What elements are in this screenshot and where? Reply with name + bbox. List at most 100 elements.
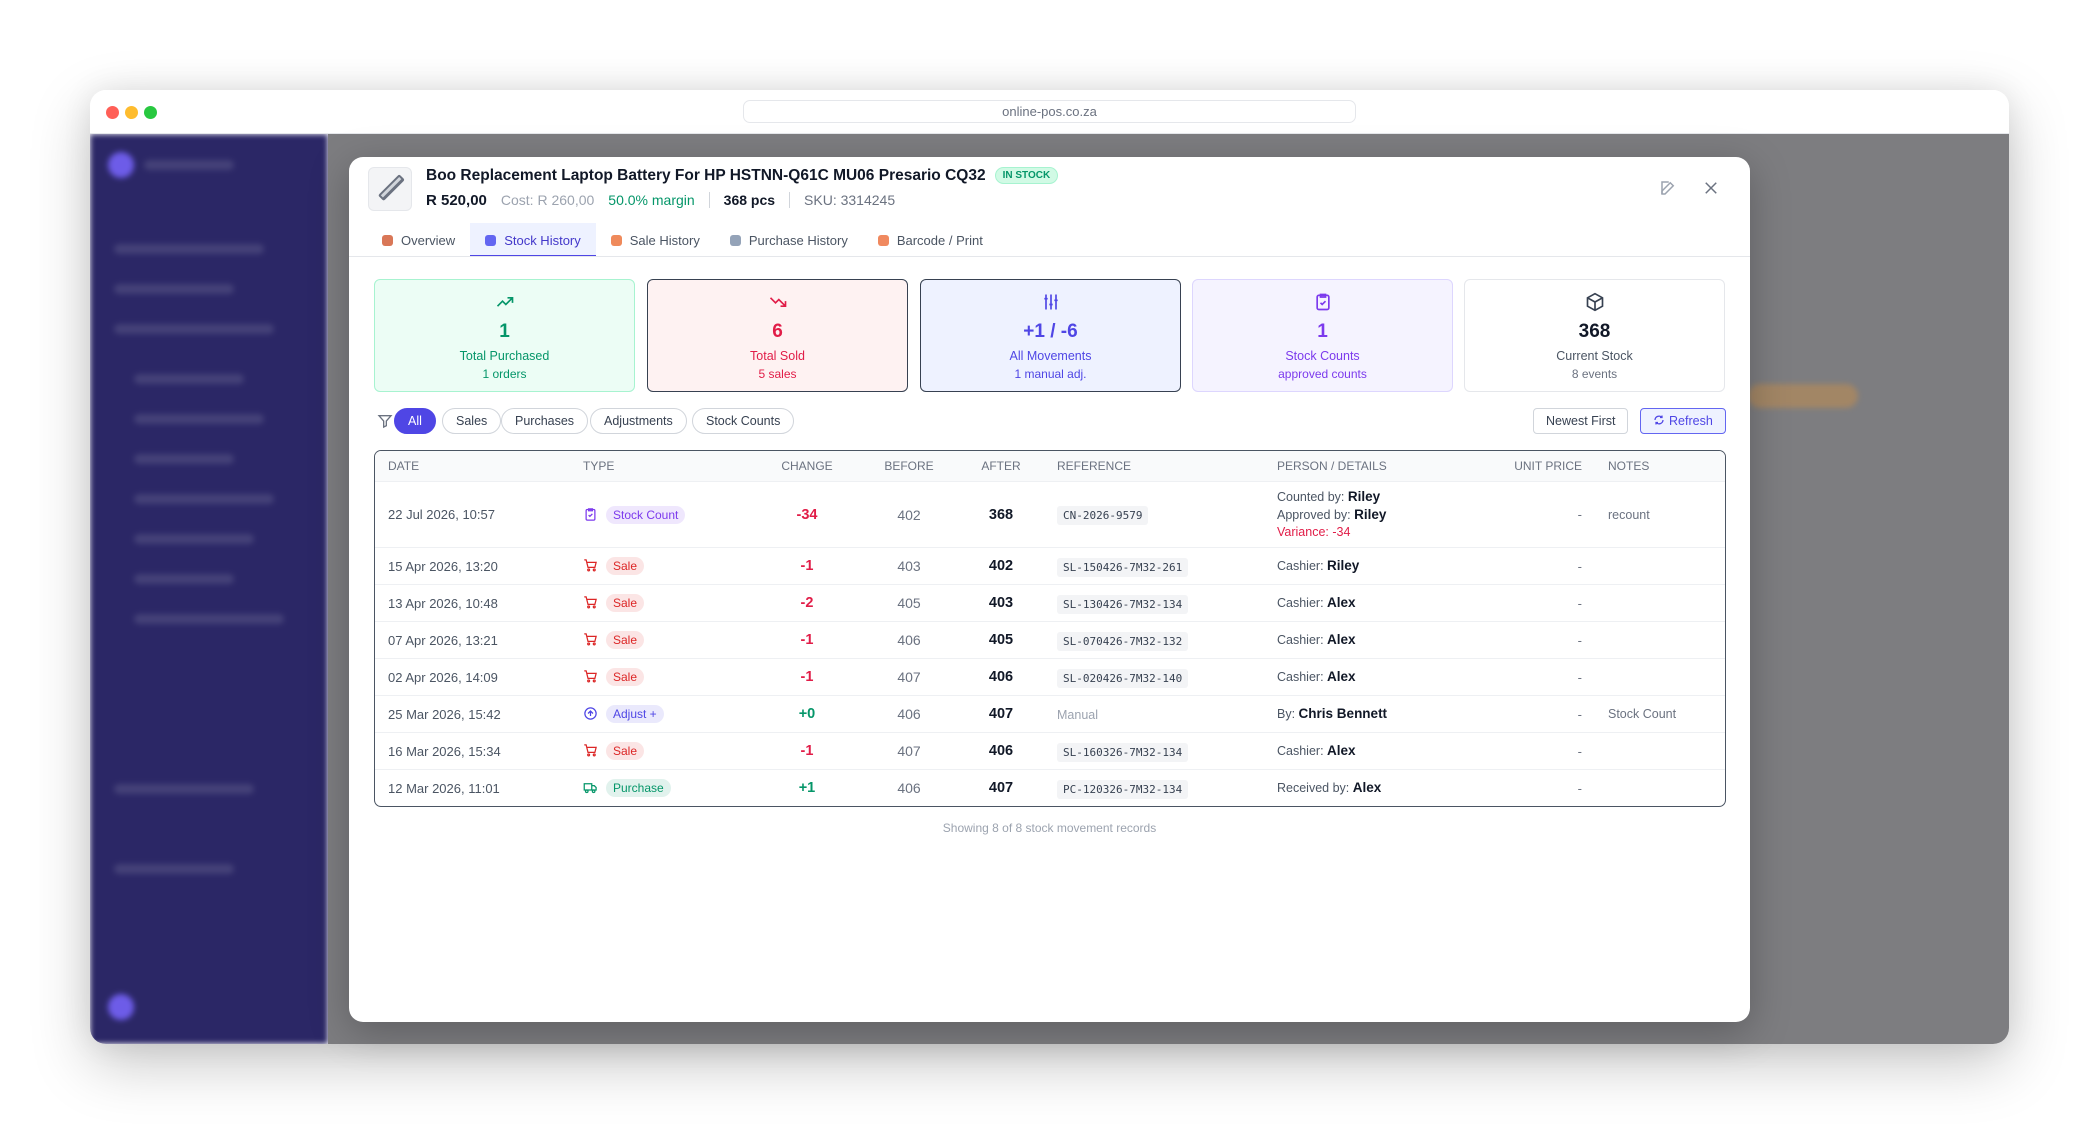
minimize-dot[interactable]	[125, 106, 138, 119]
reference: SL-160326-7M32-134	[1057, 742, 1189, 762]
card-value: 6	[772, 321, 783, 342]
notes-cell: Stock Count	[1582, 707, 1725, 721]
filter-pill[interactable]: Sales	[442, 408, 502, 434]
person-label: Cashier:	[1277, 633, 1324, 647]
person-name: Alex	[1352, 780, 1382, 795]
reference-cell: SL-160326-7M32-134	[1035, 742, 1277, 762]
reference: Manual	[1057, 707, 1098, 722]
card-detail: 8 events	[1571, 367, 1618, 381]
tab[interactable]: Overview	[367, 223, 470, 257]
person-line: Received by: Alex	[1277, 779, 1491, 797]
date: 15 Apr 2026, 13:20	[388, 558, 498, 574]
after: 407	[988, 780, 1014, 796]
person-cell: Cashier: Alex	[1277, 594, 1491, 612]
before: 406	[897, 632, 921, 648]
card-label: Current Stock	[1556, 349, 1633, 363]
reference-cell: SL-020426-7M32-140	[1035, 668, 1277, 688]
person-line: By: Chris Bennett	[1277, 705, 1491, 723]
person-name: Alex	[1327, 743, 1356, 758]
after: 406	[988, 743, 1014, 759]
product-title: Boo Replacement Laptop Battery For HP HS…	[426, 167, 1059, 185]
date: 16 Mar 2026, 15:34	[388, 743, 501, 759]
table-row: 13 Apr 2026, 10:48 Sale -2 405 403 SL-130426-…	[375, 585, 1725, 622]
after: 406	[988, 669, 1014, 685]
change: -1	[800, 558, 814, 574]
after: 368	[988, 506, 1014, 523]
type-cell: Sale	[583, 631, 763, 649]
refresh-label: Refresh	[1669, 414, 1713, 428]
person-line: Cashier: Alex	[1277, 594, 1491, 612]
zoom-dot[interactable]	[144, 106, 157, 119]
type-icon	[584, 596, 597, 609]
tab[interactable]: Sale History	[596, 223, 715, 257]
edit-button[interactable]	[1659, 179, 1677, 197]
person-name: Riley	[1347, 489, 1381, 504]
type-cell: Adjust +	[583, 705, 763, 723]
notes: Stock Count	[1608, 707, 1677, 721]
reference: CN-2026-9579	[1057, 506, 1149, 525]
after: 402	[988, 558, 1014, 574]
column-header: TYPE	[583, 459, 615, 473]
type-icon	[584, 707, 597, 720]
type-icon	[585, 507, 596, 521]
sidebar	[90, 134, 328, 1044]
person-cell: By: Chris Bennett	[1277, 705, 1491, 723]
filter-pill[interactable]: Stock Counts	[692, 408, 795, 434]
person-label: Approved by:	[1277, 508, 1351, 522]
refresh-button[interactable]: Refresh	[1640, 408, 1726, 434]
tab[interactable]: Stock History	[470, 223, 596, 257]
tab[interactable]: Purchase History	[715, 223, 863, 257]
type-icon	[584, 633, 597, 646]
url-bar[interactable]: online-pos.co.za	[743, 100, 1356, 123]
person-cell: Cashier: Alex	[1277, 668, 1491, 686]
tab[interactable]: Barcode / Print	[863, 223, 998, 257]
type-badge: Adjust +	[606, 705, 664, 723]
date: 25 Mar 2026, 15:42	[388, 706, 501, 722]
change: -1	[800, 632, 814, 648]
cost: Cost: R 260,00	[500, 192, 595, 208]
close-button[interactable]	[1702, 179, 1720, 197]
column-header: PERSON / DETAILS	[1277, 459, 1387, 473]
reference-cell: CN-2026-9579	[1035, 506, 1277, 525]
product-summary: R 520,00 Cost: R 260,00 50.0% margin 368 pc…	[426, 192, 909, 209]
unit-price: -	[1577, 507, 1582, 522]
person-cell: Cashier: Alex	[1277, 631, 1491, 649]
card-value: +1 / -6	[1023, 321, 1078, 342]
column-header: AFTER	[981, 459, 1021, 473]
price: R 520,00	[426, 192, 487, 209]
movement-table: DATE TYPE CHANGE BEFORE AFTER REFERENCE PERSON…	[374, 450, 1726, 807]
person-cell: Received by: Alex	[1277, 779, 1491, 797]
divider	[349, 256, 1750, 257]
person-line: Cashier: Alex	[1277, 742, 1491, 760]
summary-card: 6 Total Sold 5 sales	[647, 279, 908, 392]
before: 407	[897, 743, 921, 759]
reference-cell: SL-130426-7M32-134	[1035, 594, 1277, 614]
reference-cell: Manual	[1035, 707, 1277, 722]
change: +1	[798, 780, 816, 796]
person-name: Alex	[1327, 632, 1356, 647]
before: 407	[897, 669, 921, 685]
close-dot[interactable]	[106, 106, 119, 119]
sku: SKU: 3314245	[804, 192, 896, 208]
filter-pill[interactable]: All	[394, 408, 436, 434]
filter-pill[interactable]: Adjustments	[590, 408, 687, 434]
card-label: Stock Counts	[1285, 349, 1360, 363]
card-detail: 1 manual adj.	[1014, 367, 1087, 381]
reference-cell: SL-150426-7M32-261	[1035, 557, 1277, 577]
type-cell: Sale	[583, 668, 763, 686]
summary-card: 368 Current Stock 8 events	[1464, 279, 1725, 392]
table-header: DATE TYPE CHANGE BEFORE AFTER REFERENCE PERSON…	[375, 451, 1725, 482]
person-line: Counted by: Riley	[1277, 488, 1491, 506]
card-label: Total Sold	[750, 349, 805, 363]
change: +0	[798, 706, 816, 722]
change: -2	[800, 595, 814, 611]
type-icon	[584, 744, 597, 757]
sort-button[interactable]: Newest First	[1533, 408, 1629, 434]
person-label: Cashier:	[1277, 559, 1324, 573]
filter-pill[interactable]: Purchases	[501, 408, 589, 434]
summary-card: 1 Total Purchased 1 orders	[374, 279, 635, 392]
date: 13 Apr 2026, 10:48	[388, 595, 498, 611]
person-line: Variance: -34	[1277, 524, 1491, 541]
person-line: Cashier: Riley	[1277, 557, 1491, 575]
